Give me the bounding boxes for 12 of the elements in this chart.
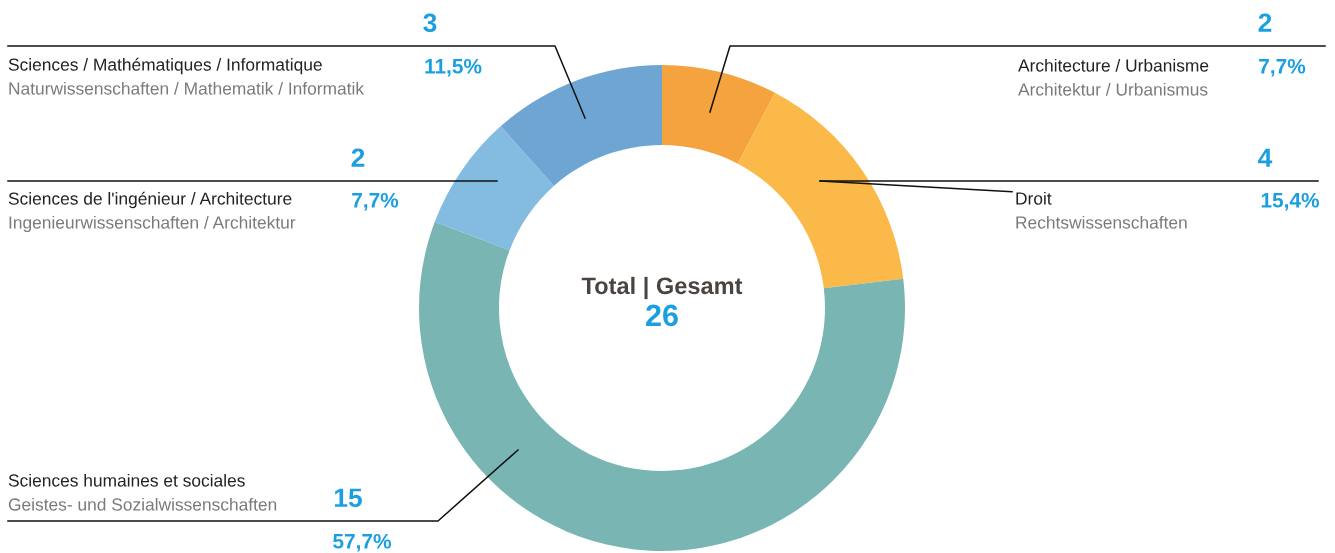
text: Total | Gesamt (581, 276, 743, 300)
data-label: 3 11,5% (423, 13, 482, 77)
slice-label: Droit Rechtswissenschaften (1016, 191, 1187, 229)
data-label: 2 7,7% (1258, 13, 1306, 77)
slice-label: Sciences / Mathématiques / Informatique Naturwissenschaften / Mathematik / Informatik (8, 57, 365, 95)
data-label: 4 15,4% (1258, 148, 1319, 211)
slice-label: Sciences de l'ingénieur / Architecture Ingenieurwissenschaften / Architektur (8, 191, 296, 233)
data-label: 2 7,7% (351, 148, 399, 211)
slice-label: Architecture / Urbanisme Architektur / Urbanismus (1018, 58, 1209, 96)
text: 26 (646, 304, 678, 327)
data-label: 15 57,7% (333, 488, 391, 552)
slice-label: Sciences humaines et sociales Geistes- und Sozialwissenschaften (8, 473, 277, 511)
